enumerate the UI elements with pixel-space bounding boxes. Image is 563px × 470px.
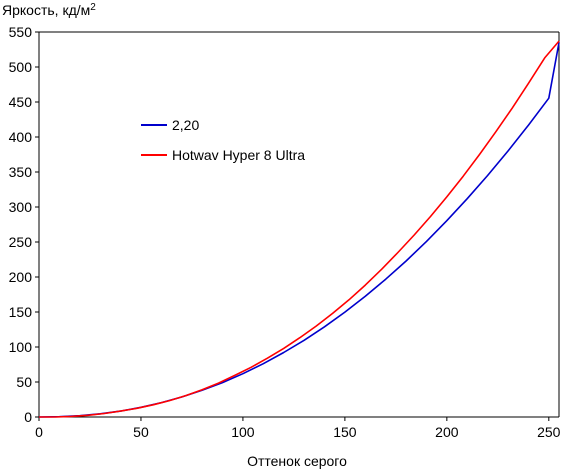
y-axis-title-superscript: 2 — [90, 2, 96, 13]
y-tick-label: 0 — [24, 409, 32, 425]
series-layer — [38, 40, 560, 418]
series-line-1 — [38, 42, 560, 418]
y-axis-title-text: Яркость, кд/м — [2, 2, 90, 18]
x-tick-label: 150 — [333, 424, 357, 440]
y-tick-label: 50 — [16, 374, 32, 390]
x-tick-label: 200 — [435, 424, 459, 440]
y-axis-title: Яркость, кд/м2 — [2, 2, 96, 18]
x-tick-label: 100 — [231, 424, 255, 440]
x-tick-label: 50 — [133, 424, 149, 440]
y-tick-label: 200 — [9, 269, 33, 285]
y-tick-label: 300 — [9, 199, 33, 215]
plot-area — [38, 31, 560, 418]
series-line-2 — [39, 40, 560, 418]
y-tick-label: 450 — [9, 94, 33, 110]
y-tick-label: 100 — [9, 339, 33, 355]
y-tick-label: 350 — [9, 164, 33, 180]
x-axis-title: Оттенок серого — [247, 453, 347, 469]
legend: 2,20 Hotwav Hyper 8 Ultra — [141, 117, 305, 163]
x-tick-label: 250 — [537, 424, 561, 440]
legend-label-series-2: Hotwav Hyper 8 Ultra — [172, 147, 305, 163]
y-tick-label: 500 — [9, 59, 33, 75]
x-ticks: 0 50 100 150 200 250 — [35, 417, 561, 440]
y-tick-label: 150 — [9, 304, 33, 320]
legend-label-series-1: 2,20 — [172, 117, 199, 133]
y-tick-label: 550 — [9, 24, 33, 40]
x-tick-label: 0 — [35, 424, 43, 440]
y-ticks: 0 50 100 150 200 250 300 350 400 450 500 550 — [9, 24, 39, 425]
y-tick-label: 250 — [9, 234, 33, 250]
y-tick-label: 400 — [9, 129, 33, 145]
